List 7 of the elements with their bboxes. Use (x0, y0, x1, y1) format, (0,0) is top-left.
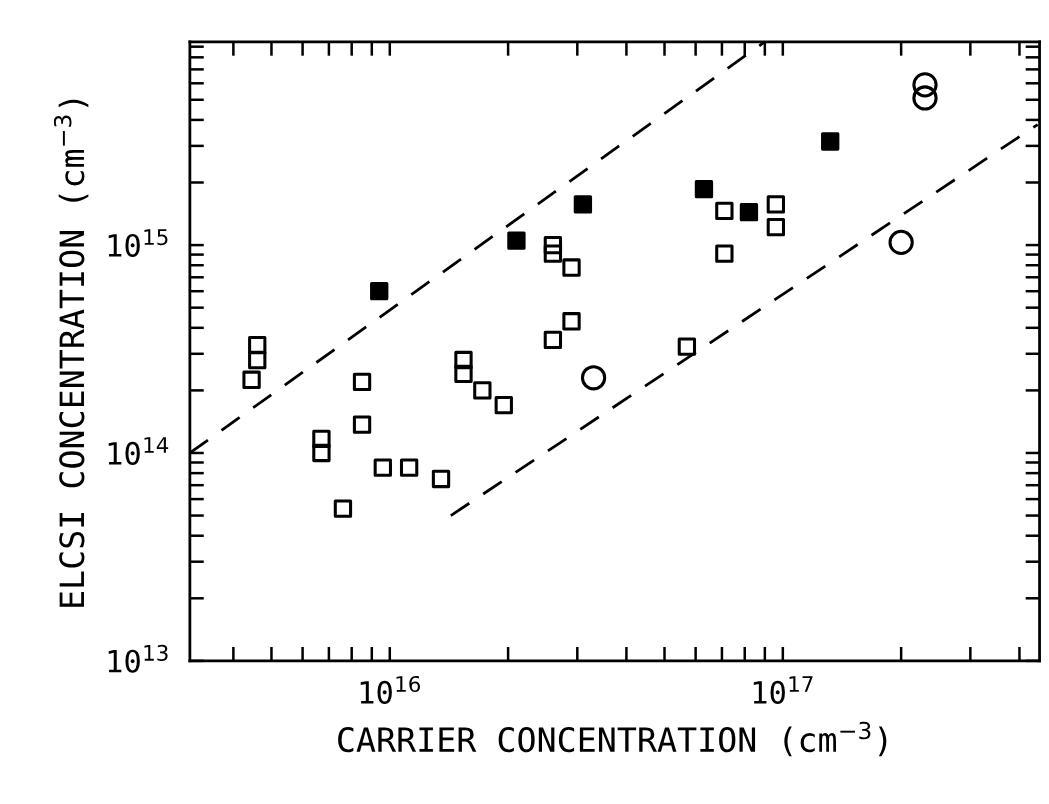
y-tick-label: 10$^{14}$ (108, 437, 169, 465)
x-tick-label: 10$^{17}$ (753, 676, 813, 704)
y-tick-label: 10$^{13}$ (108, 644, 168, 673)
y-tick-label: 10$^{15}$ (108, 229, 168, 257)
y-axis-title: ELCSI CONCENTRATION (cm$^{−3}$) (53, 99, 89, 607)
x-axis-title: CARRIER CONCENTRATION (cm$^{−3}$) (338, 721, 887, 757)
x-tick-label: 10$^{16}$ (360, 675, 421, 704)
